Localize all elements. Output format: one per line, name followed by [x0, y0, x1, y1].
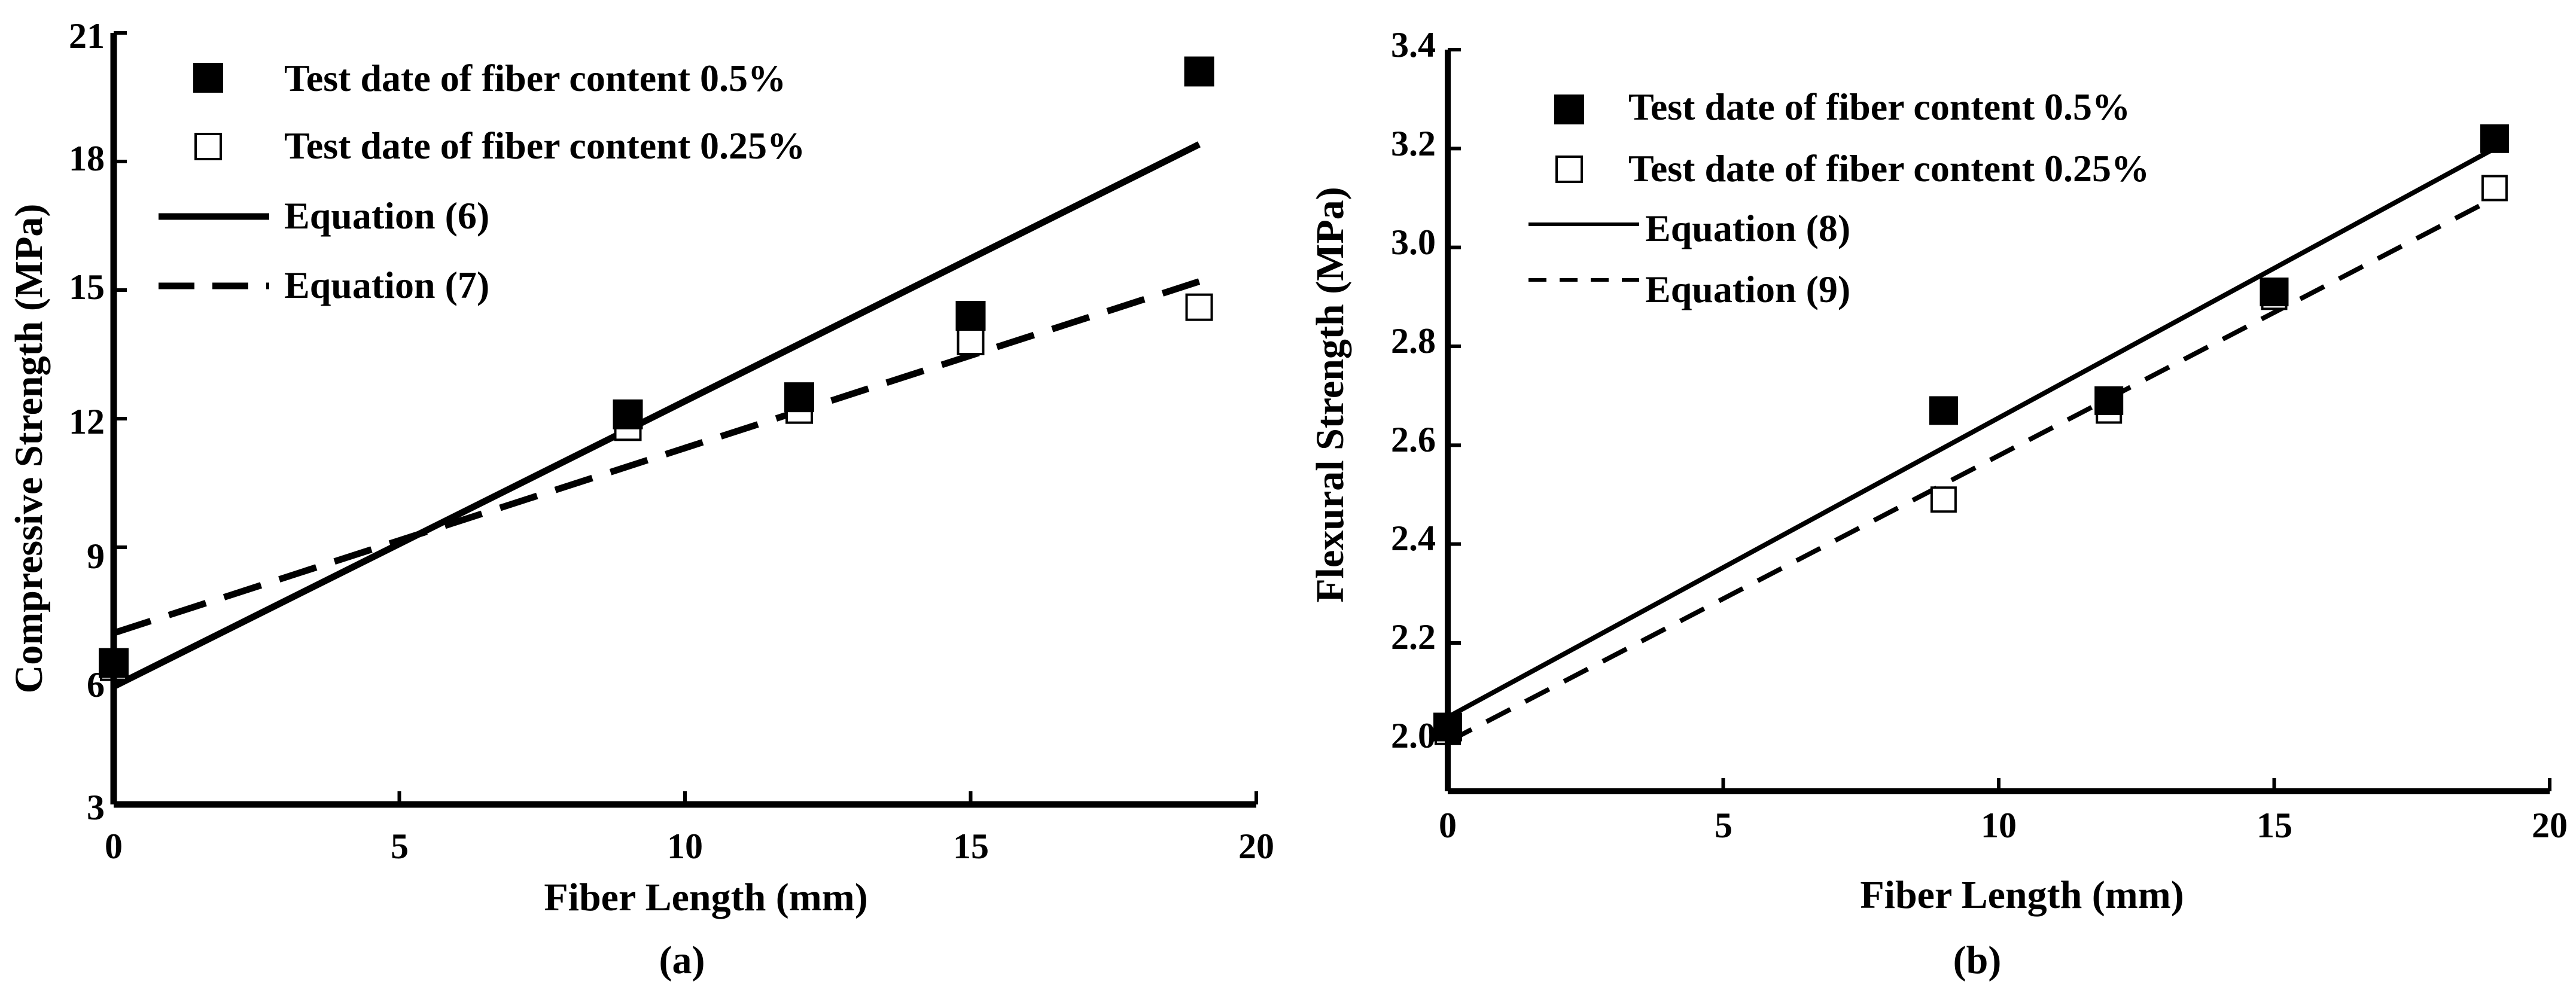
chart-a-y-axis-title: Compressive Strength (MPa) [7, 204, 51, 694]
chart-a-ytick-label: 21 [69, 16, 105, 56]
chart-a-ytick-label: 12 [69, 402, 105, 441]
legend-open-square-marker [194, 133, 222, 160]
chart-a-point-open [1185, 293, 1213, 321]
legend-entry-label: Equation (7) [284, 264, 489, 306]
chart-a-point-filled [955, 301, 986, 331]
chart-a-panel-label: (a) [659, 938, 705, 982]
chart-a-solid-fit-line [112, 141, 1201, 690]
chart-b-point-filled [2480, 124, 2509, 153]
chart-b-solid-fit-line [1447, 146, 2496, 720]
chart-a-ytick-label: 15 [69, 267, 105, 307]
chart-a-ytick-label: 6 [87, 665, 105, 705]
legend-filled-square-marker [1554, 94, 1584, 124]
chart-a-point-filled [784, 382, 814, 413]
chart-b-ticks [1446, 48, 2551, 791]
chart-a-ytick-label: 3 [87, 788, 105, 827]
chart-a-xtick-label: 10 [667, 827, 703, 866]
chart-a-x-axis-title: Fiber Length (mm) [544, 876, 867, 919]
legend-entry-label: Equation (8) [1645, 207, 1850, 249]
chart-a-xtick-label: 15 [953, 827, 989, 866]
chart-a-ticks [112, 31, 1258, 806]
chart-b-flexural-strength: 0 5 10 15 20 2.0 2.2 2.4 2.6 2.8 3.0 3.2… [1308, 25, 2568, 982]
chart-b-xtick-label: 20 [2532, 806, 2568, 845]
chart-b-point-filled [2260, 278, 2289, 307]
chart-b-y-axis-title: Flexural Strength (MPa) [1308, 187, 1352, 602]
chart-b-point-open [1930, 486, 1957, 513]
chart-b-ytick-label: 2.4 [1391, 519, 1436, 558]
chart-b-xtick-label: 0 [1439, 806, 1457, 845]
chart-a-dashed-fit-line [112, 278, 1201, 636]
chart-a-point-open [957, 328, 985, 355]
chart-b-xtick-label: 5 [1715, 806, 1732, 845]
legend-entry-label: Test date of fiber content 0.5% [1628, 86, 2130, 128]
legend-open-square-marker [1555, 156, 1583, 183]
chart-a-ytick-label: 9 [87, 536, 105, 576]
chart-b-point-open [2481, 175, 2508, 202]
chart-b-ytick-label: 2.2 [1391, 617, 1436, 657]
chart-b-ytick-label: 2.6 [1391, 420, 1436, 459]
chart-b-fit-lines [1447, 146, 2496, 744]
chart-a-xtick-label: 0 [105, 827, 123, 866]
chart-b-ytick-label: 3.0 [1391, 222, 1436, 262]
legend-entry-label: Equation (6) [284, 194, 489, 237]
chart-a-xtick-label: 5 [391, 827, 409, 866]
chart-a-compressive-strength: 0 5 10 15 20 3 6 9 12 15 18 21 Fiber Len… [7, 16, 1274, 982]
chart-b-xtick-label: 15 [2257, 806, 2292, 845]
chart-a-xtick-label: 20 [1238, 827, 1274, 866]
chart-b-legend: Test date of fiber content 0.5% Test dat… [1528, 86, 2149, 310]
chart-b-point-filled [2094, 386, 2124, 415]
legend-entry-label: Test date of fiber content 0.25% [1628, 147, 2149, 190]
chart-a-legend: Test date of fiber content 0.5% Test dat… [159, 57, 805, 306]
legend-filled-square-marker [193, 63, 223, 93]
chart-b-ytick-label: 3.4 [1391, 25, 1436, 65]
chart-a-point-filled [1184, 56, 1214, 87]
chart-a-fit-lines [112, 141, 1201, 690]
chart-b-ytick-label: 3.2 [1391, 124, 1436, 163]
legend-entry-label: Test date of fiber content 0.25% [284, 124, 805, 167]
chart-b-xtick-label: 10 [1981, 806, 2017, 845]
chart-b-panel-label: (b) [1953, 938, 2002, 982]
chart-b-ytick-label: 2.0 [1391, 716, 1436, 755]
legend-entry-label: Test date of fiber content 0.5% [284, 57, 786, 99]
chart-b-dashed-fit-line [1447, 196, 2496, 744]
chart-b-x-axis-title: Fiber Length (mm) [1860, 873, 2184, 917]
chart-b-point-filled [1929, 396, 1958, 425]
chart-a-point-filled [613, 399, 643, 429]
chart-b-ytick-label: 2.8 [1391, 321, 1436, 361]
chart-a-ytick-label: 18 [69, 139, 105, 178]
legend-entry-label: Equation (9) [1645, 268, 1850, 310]
